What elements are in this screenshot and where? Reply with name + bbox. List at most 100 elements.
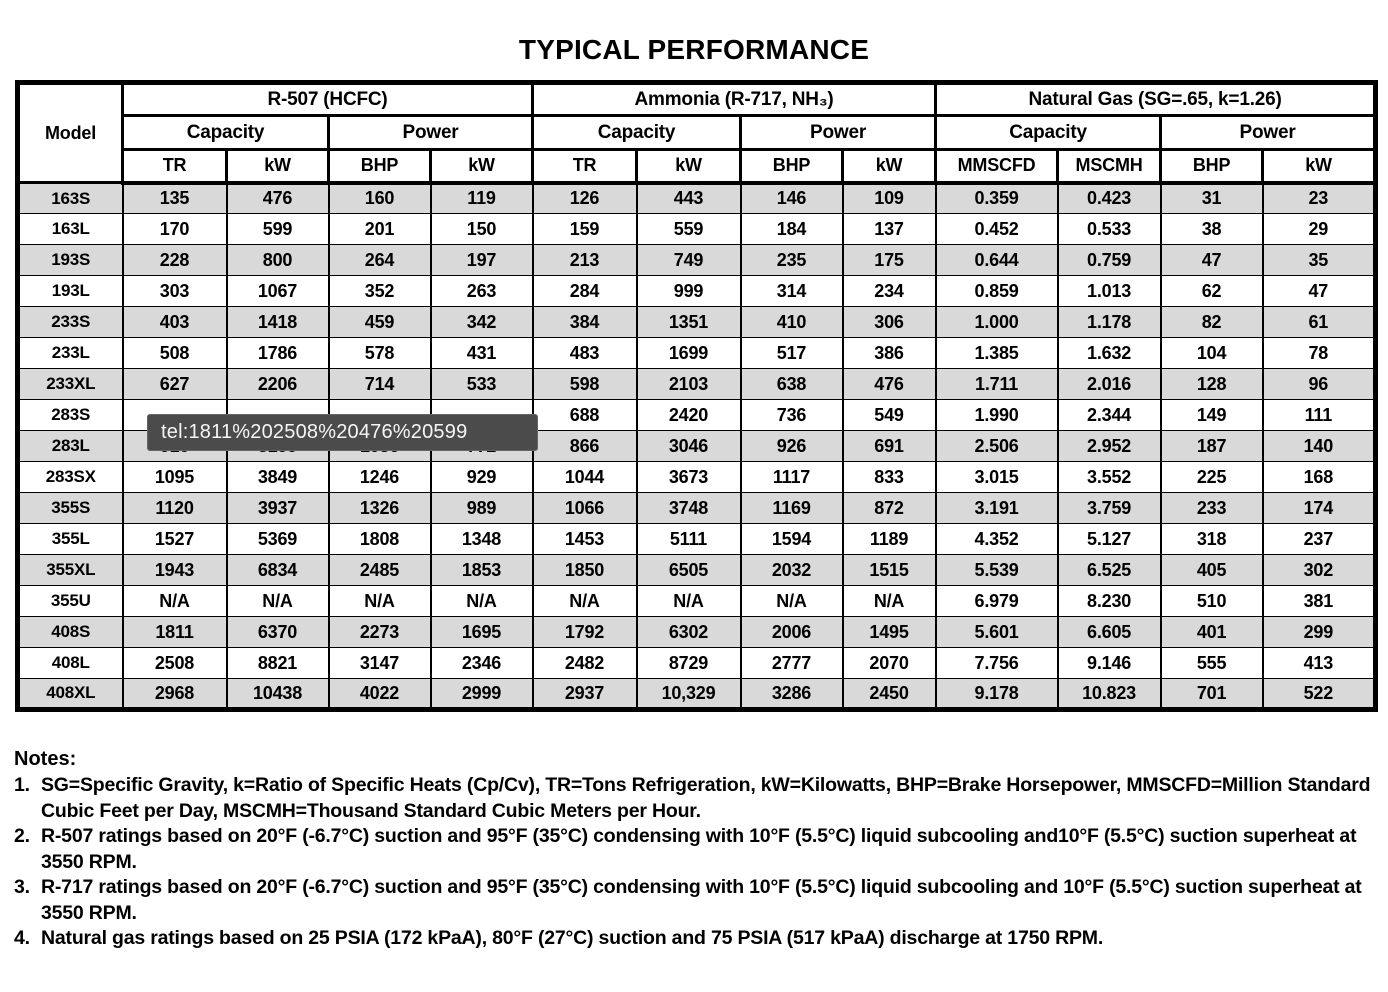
note-text: Natural gas ratings based on 25 PSIA (17… [41, 927, 1104, 949]
data-cell: 627 [121, 368, 228, 400]
data-cell: 302 [1261, 554, 1377, 586]
data-cell: 2508 [121, 647, 228, 679]
data-cell: 599 [225, 213, 330, 245]
data-cell: 3.191 [934, 492, 1059, 524]
data-cell: 168 [1261, 461, 1377, 493]
data-cell: 1699 [635, 337, 742, 369]
data-cell: 23 [1261, 182, 1377, 214]
model-cell: 355U [16, 585, 124, 617]
data-cell: 352 [327, 275, 432, 307]
data-cell: 306 [841, 306, 937, 338]
data-cell: 2777 [739, 647, 844, 679]
data-cell: 146 [739, 182, 844, 214]
data-cell: 0.452 [934, 213, 1059, 245]
table-row: 355U N/A N/A N/A N/A N/A N/A N/A N/A 6.979 8.230 51… [16, 585, 1377, 617]
data-cell: 160 [327, 182, 432, 214]
data-cell: 431 [429, 337, 534, 369]
model-cell: 283S [16, 399, 124, 431]
data-cell: N/A [531, 585, 638, 617]
data-cell: 691 [841, 430, 937, 462]
data-cell: 459 [327, 306, 432, 338]
data-cell: 78 [1261, 337, 1377, 369]
subheader-power: Power [1159, 114, 1378, 151]
data-cell: 7.756 [934, 647, 1059, 679]
data-cell: 62 [1159, 275, 1264, 307]
data-cell: N/A [121, 585, 228, 617]
table-header: Model R-507 (HCFC) Ammonia (R-717, NH₃) … [16, 81, 1378, 185]
model-cell: 193S [16, 244, 124, 276]
note-item: 2. R-507 ratings based on 20°F (-6.7°C) s… [14, 824, 1376, 875]
data-cell: 381 [1261, 585, 1377, 617]
column-header: kW [840, 148, 938, 185]
data-cell: 5.539 [934, 554, 1059, 586]
data-cell: 3937 [225, 492, 330, 524]
data-cell: 2346 [429, 647, 534, 679]
data-cell: 476 [225, 182, 330, 214]
data-cell: 61 [1261, 306, 1377, 338]
data-cell: 6.605 [1056, 616, 1162, 648]
data-cell: 2968 [121, 678, 228, 710]
data-cell: 736 [739, 399, 844, 431]
data-cell: 926 [739, 430, 844, 462]
data-cell: 1.632 [1056, 337, 1162, 369]
data-cell: 342 [429, 306, 534, 338]
data-cell: 47 [1159, 244, 1264, 276]
data-cell: 989 [429, 492, 534, 524]
data-cell: 866 [531, 430, 638, 462]
model-cell: 355XL [16, 554, 124, 586]
model-cell: 408S [16, 616, 124, 648]
table-row: 408XL 2968 10438 4022 2999 2937 10,329 3286 2450… [16, 678, 1377, 710]
table-row: 355S 1120 3937 1326 989 1066 3748 1169 872 3.191 3… [16, 492, 1377, 524]
data-cell: 2.344 [1056, 399, 1162, 431]
note-number: 3. [14, 876, 30, 898]
data-cell: 2937 [531, 678, 638, 710]
data-cell: 386 [841, 337, 937, 369]
data-cell: 3147 [327, 647, 432, 679]
data-cell: 233 [1159, 492, 1264, 524]
subheader-power: Power [738, 114, 938, 151]
data-cell: 264 [327, 244, 432, 276]
data-cell: 2273 [327, 616, 432, 648]
data-cell: 2450 [841, 678, 937, 710]
model-cell: 355S [16, 492, 124, 524]
data-cell: 1.178 [1056, 306, 1162, 338]
data-cell: 1495 [841, 616, 937, 648]
data-cell: 999 [635, 275, 742, 307]
table-body: 163S 135 476 160 119 126 443 146 109 0.359 0.423 31… [16, 182, 1377, 710]
data-cell: 225 [1159, 461, 1264, 493]
data-cell: 8729 [635, 647, 742, 679]
column-header: kW [429, 148, 534, 185]
data-cell: 159 [531, 213, 638, 245]
data-cell: 9.146 [1056, 647, 1162, 679]
data-cell: 140 [1261, 430, 1377, 462]
group-header-r507: R-507 (HCFC) [121, 81, 534, 117]
data-cell: 10,329 [635, 678, 742, 710]
column-header: kW [1261, 148, 1378, 185]
data-cell: 688 [531, 399, 638, 431]
data-cell: 10.823 [1056, 678, 1162, 710]
data-cell: 38 [1159, 213, 1264, 245]
data-cell: 2070 [841, 647, 937, 679]
data-cell: 1169 [739, 492, 844, 524]
note-text: SG=Specific Gravity, k=Ratio of Specific… [41, 774, 1371, 822]
data-cell: 578 [327, 337, 432, 369]
data-cell: 2485 [327, 554, 432, 586]
data-cell: 2482 [531, 647, 638, 679]
column-header: kW [225, 148, 330, 185]
data-cell: 1808 [327, 523, 432, 555]
data-cell: 872 [841, 492, 937, 524]
model-cell: 408L [16, 647, 124, 679]
data-cell: 0.859 [934, 275, 1059, 307]
data-cell: 6834 [225, 554, 330, 586]
data-cell: 299 [1261, 616, 1377, 648]
data-cell: 1.711 [934, 368, 1059, 400]
subheader-capacity: Capacity [531, 114, 742, 151]
data-cell: 6370 [225, 616, 330, 648]
data-cell: 1850 [531, 554, 638, 586]
data-cell: 126 [531, 182, 638, 214]
table-row: 193S 228 800 264 197 213 749 235 175 0.644 0.759 47… [16, 244, 1377, 276]
data-cell: 1527 [121, 523, 228, 555]
data-cell: 638 [739, 368, 844, 400]
model-cell: 193L [16, 275, 124, 307]
table-row: 355XL 1943 6834 2485 1853 1850 6505 2032 1515 5.5… [16, 554, 1377, 586]
